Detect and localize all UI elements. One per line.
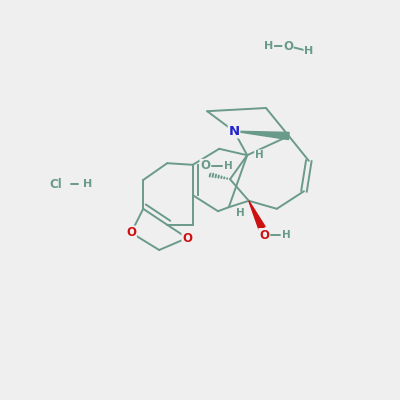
Text: O: O [126,226,136,239]
Text: N: N [228,125,240,138]
Text: O: O [182,232,192,244]
Text: H: H [304,46,314,56]
Text: H: H [282,230,290,240]
Text: O: O [283,40,293,52]
Polygon shape [249,201,265,230]
Text: H: H [255,150,264,160]
Text: O: O [259,229,269,242]
Text: H: H [264,41,274,51]
Text: O: O [200,160,210,172]
Text: Cl: Cl [50,178,62,190]
Text: H: H [82,179,92,189]
Polygon shape [234,131,289,140]
Text: H: H [236,208,244,218]
Text: H: H [224,161,232,171]
